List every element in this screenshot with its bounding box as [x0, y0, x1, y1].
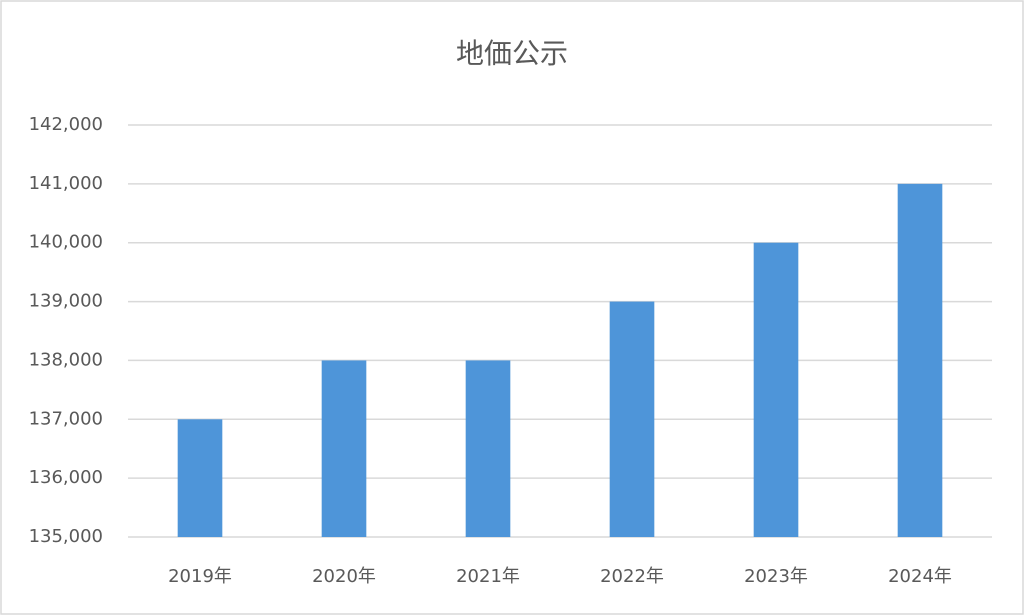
- bar: [321, 360, 367, 537]
- x-tick-label: 2022年: [600, 566, 664, 587]
- bar: [897, 183, 943, 537]
- bar: [753, 242, 799, 537]
- y-tick-label: 137,000: [29, 408, 103, 429]
- bar: [177, 419, 223, 537]
- x-tick-label: 2021年: [456, 566, 520, 587]
- x-tick-label: 2019年: [168, 566, 232, 587]
- y-tick-label: 142,000: [29, 114, 103, 135]
- bar: [609, 301, 655, 537]
- y-tick-label: 138,000: [29, 349, 103, 370]
- x-tick-label: 2020年: [312, 566, 376, 587]
- x-tick-label: 2024年: [888, 566, 952, 587]
- y-tick-label: 141,000: [29, 173, 103, 194]
- x-tick-label: 2023年: [744, 566, 808, 587]
- bar: [465, 360, 511, 537]
- y-tick-label: 139,000: [29, 291, 103, 312]
- y-tick-label: 136,000: [29, 467, 103, 488]
- y-tick-label: 140,000: [29, 232, 103, 253]
- y-tick-label: 135,000: [29, 526, 103, 547]
- chart-title: 地価公示: [456, 37, 568, 70]
